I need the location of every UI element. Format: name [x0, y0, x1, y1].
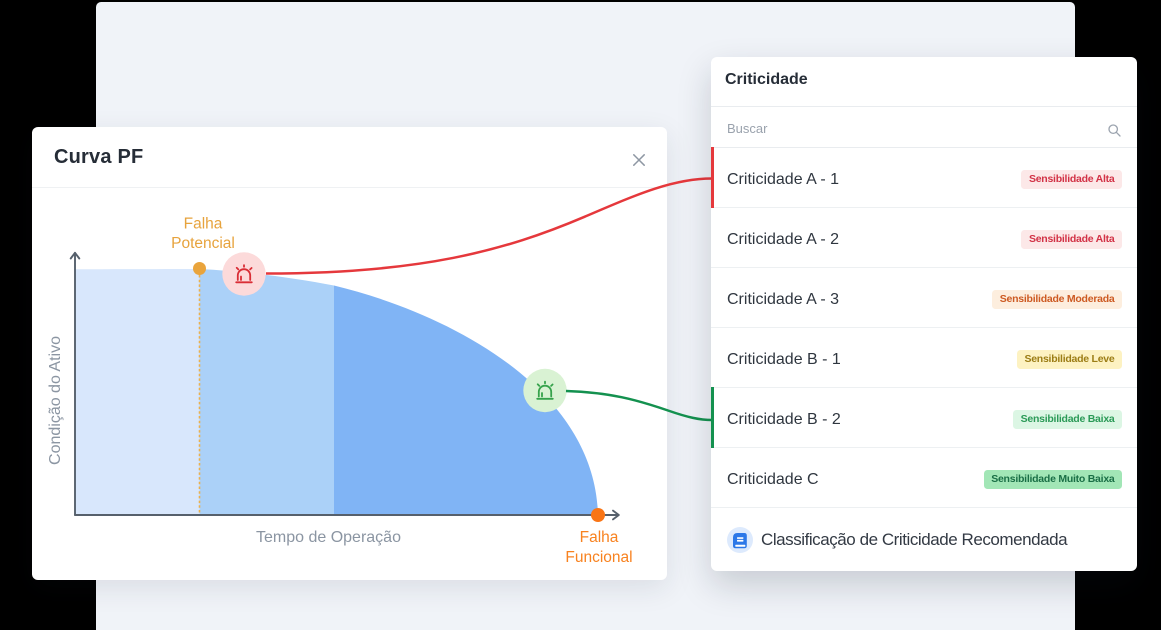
- svg-text:Condição do Ativo: Condição do Ativo: [47, 336, 64, 465]
- svg-text:Funcional: Funcional: [565, 549, 632, 566]
- svg-text:Potencial: Potencial: [171, 235, 235, 252]
- svg-text:Falha: Falha: [580, 529, 619, 546]
- svg-text:Falha: Falha: [184, 215, 223, 232]
- svg-text:Tempo de Operação: Tempo de Operação: [256, 529, 401, 546]
